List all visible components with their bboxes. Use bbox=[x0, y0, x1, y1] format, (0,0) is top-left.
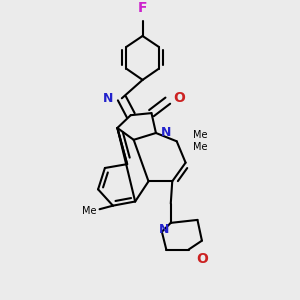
Text: N: N bbox=[103, 92, 113, 105]
Text: F: F bbox=[138, 1, 147, 15]
Text: Me: Me bbox=[193, 130, 208, 140]
Text: N: N bbox=[159, 224, 169, 236]
Text: Me: Me bbox=[193, 142, 208, 152]
Text: O: O bbox=[174, 91, 186, 105]
Text: N: N bbox=[161, 126, 172, 139]
Text: O: O bbox=[196, 252, 208, 266]
Text: Me: Me bbox=[82, 206, 97, 216]
